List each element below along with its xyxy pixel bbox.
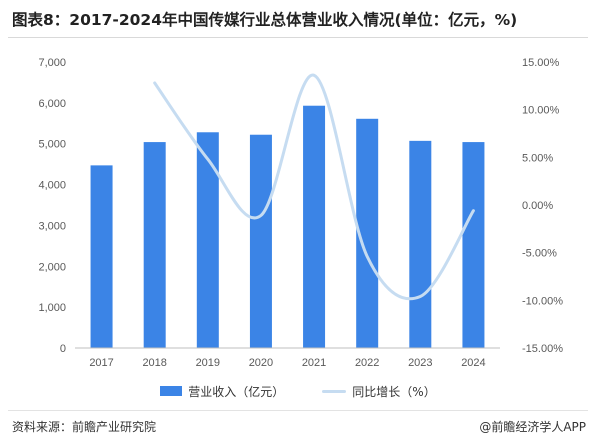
x-tick-label: 2022 bbox=[355, 357, 379, 369]
bar bbox=[143, 142, 166, 348]
x-tick-label: 2023 bbox=[408, 357, 432, 369]
left-tick-label: 2,000 bbox=[38, 261, 66, 273]
bar bbox=[90, 165, 113, 348]
title-divider bbox=[8, 37, 588, 38]
legend-swatch-bar bbox=[160, 386, 183, 396]
bar bbox=[409, 140, 432, 348]
line-series bbox=[153, 73, 475, 301]
right-tick-label: 10.00% bbox=[522, 105, 560, 117]
legend-label-revenue: 营业收入（亿元） bbox=[188, 384, 285, 399]
right-tick-label: 0.00% bbox=[522, 200, 553, 212]
left-tick-label: 4,000 bbox=[38, 180, 66, 192]
bar-series bbox=[90, 105, 485, 349]
left-tick-label: 6,000 bbox=[38, 98, 66, 110]
chart-title: 图表8：2017-2024年中国传媒行业总体营业收入情况(单位：亿元，%) bbox=[12, 11, 518, 29]
left-tick-label: 3,000 bbox=[38, 220, 66, 232]
growth-line bbox=[153, 73, 475, 301]
bar bbox=[356, 118, 379, 348]
left-tick-label: 1,000 bbox=[38, 302, 66, 314]
bar bbox=[249, 134, 272, 348]
x-tick-label: 2018 bbox=[142, 357, 166, 369]
bar bbox=[462, 142, 485, 348]
bar bbox=[303, 105, 326, 349]
left-tick-label: 0 bbox=[60, 343, 66, 355]
left-axis: 0 1,000 2,000 3,000 4,000 5,000 6,000 7,000 bbox=[38, 57, 66, 355]
legend-item-revenue: 营业收入（亿元） bbox=[160, 383, 284, 400]
legend-item-growth: 同比增长（%） bbox=[322, 383, 436, 400]
x-axis: 2017 2018 2019 2020 2021 2022 2023 2024 bbox=[75, 347, 500, 369]
x-tick-label: 2017 bbox=[89, 357, 113, 369]
revenue-chart: 0 1,000 2,000 3,000 4,000 5,000 6,000 7,000 -15… bbox=[38, 57, 563, 369]
x-tick-label: 2019 bbox=[196, 357, 220, 369]
credit-note: @前瞻经济学人APP bbox=[479, 420, 586, 434]
footer-divider bbox=[8, 410, 588, 411]
x-tick-label: 2020 bbox=[249, 357, 273, 369]
x-tick-label: 2021 bbox=[302, 357, 326, 369]
right-tick-label: -5.00% bbox=[522, 248, 557, 260]
x-tick-label: 2024 bbox=[461, 357, 485, 369]
bar bbox=[196, 132, 219, 348]
left-tick-label: 5,000 bbox=[38, 139, 66, 151]
legend: 营业收入（亿元） 同比增长（%） bbox=[0, 382, 596, 400]
right-tick-label: -10.00% bbox=[522, 295, 563, 307]
right-tick-label: 15.00% bbox=[522, 57, 560, 69]
right-tick-label: 5.00% bbox=[522, 152, 553, 164]
right-tick-label: -15.00% bbox=[522, 343, 563, 355]
left-tick-label: 7,000 bbox=[38, 57, 66, 69]
legend-label-growth: 同比增长（%） bbox=[352, 384, 436, 399]
source-note: 资料来源：前瞻产业研究院 bbox=[12, 420, 157, 434]
legend-swatch-line bbox=[322, 389, 347, 393]
right-axis: -15.00% -10.00% -5.00% 0.00% 5.00% 10.00% 15.0… bbox=[522, 57, 563, 355]
